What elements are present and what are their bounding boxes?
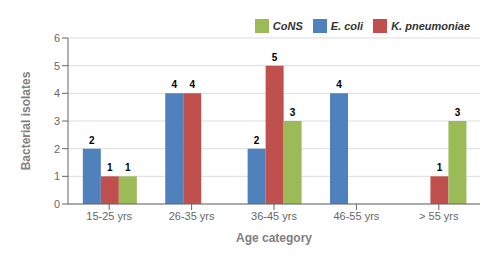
svg-text:36-45 yrs: 36-45 yrs (251, 210, 297, 222)
svg-text:2: 2 (54, 143, 60, 155)
svg-text:4: 4 (336, 79, 342, 90)
svg-text:2: 2 (89, 135, 95, 146)
svg-text:15-25 yrs: 15-25 yrs (86, 210, 132, 222)
svg-text:1: 1 (125, 162, 131, 173)
svg-text:1: 1 (107, 162, 113, 173)
html-text:E. coli: E. coli (330, 20, 364, 32)
svg-text:3: 3 (54, 115, 60, 127)
svg-text:1: 1 (54, 170, 60, 182)
svg-text:6: 6 (54, 32, 60, 44)
svg-text:4: 4 (54, 87, 60, 99)
svg-text:1: 1 (437, 162, 443, 173)
svg-text:0: 0 (54, 198, 60, 210)
svg-text:46-55 yrs: 46-55 yrs (333, 210, 379, 222)
svg-text:Age category: Age category (236, 231, 312, 245)
svg-text:> 55 yrs: > 55 yrs (419, 210, 459, 222)
html-text:CoNS: CoNS (272, 20, 303, 32)
svg-text:5: 5 (272, 52, 278, 63)
svg-text:4: 4 (171, 79, 177, 90)
svg-text:26-35 yrs: 26-35 yrs (169, 210, 215, 222)
svg-text:Bacterial isolates: Bacterial isolates (19, 71, 33, 170)
svg-text:5: 5 (54, 60, 60, 72)
html-text:K. pneumoniae: K. pneumoniae (391, 20, 470, 32)
svg-text:3: 3 (455, 107, 461, 118)
svg-text:3: 3 (290, 107, 296, 118)
svg-text:4: 4 (189, 79, 195, 90)
svg-text:2: 2 (254, 135, 260, 146)
